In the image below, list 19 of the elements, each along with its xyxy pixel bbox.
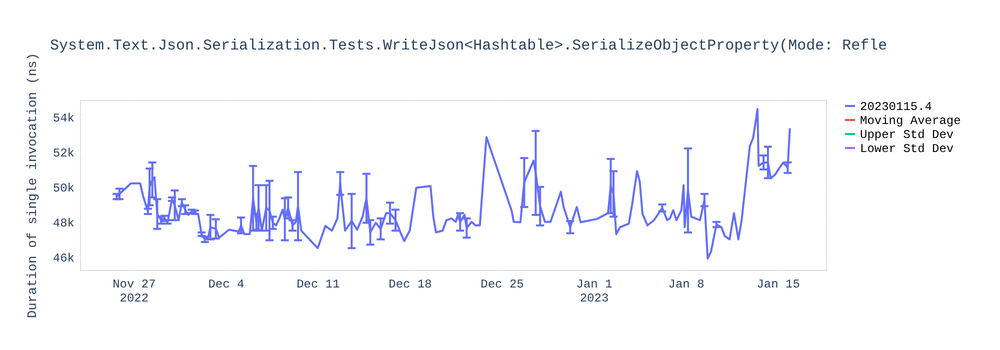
y-tick-label: 54k xyxy=(52,111,74,126)
chart-title: System.Text.Json.Serialization.Tests.WriteJson<Hashtable>.SerializeObjectProperty(Mode: Refle xyxy=(50,37,888,54)
legend-label: Lower Std Dev xyxy=(860,142,954,156)
x-tick-label: Dec 25 xyxy=(480,278,524,292)
x-tick-label: Jan 1 2023 xyxy=(576,278,612,306)
x-tick-label: Dec 18 xyxy=(388,278,432,292)
y-tick-label: 52k xyxy=(52,146,74,160)
x-tick-label: Jan 8 xyxy=(668,278,704,292)
y-tick-label: 50k xyxy=(52,181,74,196)
legend-label: 20230115.4 xyxy=(860,100,932,114)
y-tick-label: 48k xyxy=(52,216,74,230)
y-tick-label: 46k xyxy=(52,251,74,266)
x-tick-label: Dec 4 xyxy=(208,278,244,292)
legend-label: Moving Average xyxy=(860,114,961,128)
x-tick-label: Nov 27 2022 xyxy=(112,278,156,306)
x-tick-label: Jan 15 xyxy=(756,278,800,292)
y-axis-title: Duration of single invocation (ns) xyxy=(24,52,40,318)
x-tick-label: Dec 11 xyxy=(296,278,340,292)
legend-label: Upper Std Dev xyxy=(860,128,954,142)
